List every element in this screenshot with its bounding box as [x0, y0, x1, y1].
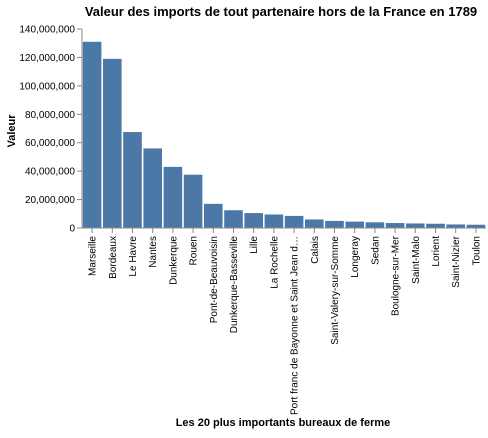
y-tick-label: 120,000,000 — [19, 53, 75, 64]
chart-title: Valeur des imports de tout partenaire ho… — [85, 4, 477, 19]
x-axis-title: Les 20 plus importants bureaux de ferme — [176, 417, 391, 429]
x-tick-label: Saint-Nizier — [451, 235, 462, 287]
bar — [325, 220, 344, 228]
x-tick-label: Toulon — [471, 236, 482, 265]
bar — [305, 219, 324, 228]
x-tick-label: Dunkerque — [168, 236, 179, 285]
bar — [183, 174, 203, 228]
bar — [365, 222, 385, 228]
y-axis: 0 20,000,000 40,000,000 60,000,000 80,000,00… — [19, 25, 83, 235]
bar — [204, 203, 223, 228]
x-tick-label: Dunkerque-Basseville — [229, 236, 240, 334]
y-tick-label: 140,000,000 — [19, 25, 75, 36]
bar — [244, 213, 263, 228]
x-tick-label: Le Havre — [128, 236, 139, 277]
x-axis: Marseille Bordeaux Le Havre Nantes Dunkerque… — [82, 227, 486, 415]
y-tick-label: 100,000,000 — [19, 81, 75, 92]
bar — [163, 166, 183, 228]
x-tick-label: Longeray — [350, 236, 361, 278]
bar — [466, 224, 486, 228]
bar — [426, 223, 445, 228]
bars — [82, 41, 486, 228]
x-tick-label: Lille — [249, 236, 260, 254]
x-tick-label: Saint-Malo — [411, 236, 422, 284]
y-axis-title: Valeur — [6, 114, 18, 148]
bar — [143, 148, 162, 228]
bar — [284, 215, 304, 228]
x-tick-label: Marseille — [88, 236, 99, 276]
y-tick-label: 40,000,000 — [25, 167, 75, 178]
bar — [406, 223, 425, 228]
x-tick-label: Boulogne-sur-Mer — [391, 235, 402, 316]
bar — [345, 221, 364, 228]
bar — [103, 58, 122, 228]
x-tick-label: La Rochelle — [269, 236, 280, 289]
x-tick-label: Calais — [310, 236, 321, 264]
bar — [123, 132, 142, 228]
x-tick-label: Sedan — [370, 236, 381, 265]
x-tick-label: Rouen — [189, 236, 200, 265]
bar — [224, 210, 243, 228]
bar — [385, 223, 405, 228]
y-tick-label: 0 — [69, 224, 75, 235]
y-tick-label: 60,000,000 — [25, 138, 75, 149]
x-tick-label: Nantes — [148, 236, 159, 268]
bar — [82, 41, 102, 228]
x-tick-label: Port franc de Bayonne et Saint Jean d… — [290, 236, 301, 415]
bar — [264, 214, 284, 228]
x-tick-label: Bordeaux — [108, 236, 119, 279]
bar — [446, 224, 465, 228]
y-tick-label: 20,000,000 — [25, 195, 75, 206]
x-tick-label: Lorient — [431, 236, 442, 267]
x-tick-label: Pont-de-Beauvoisin — [209, 236, 220, 323]
y-tick-label: 80,000,000 — [25, 110, 75, 121]
x-tick-label: Saint-Valery-sur-Somme — [330, 236, 341, 345]
